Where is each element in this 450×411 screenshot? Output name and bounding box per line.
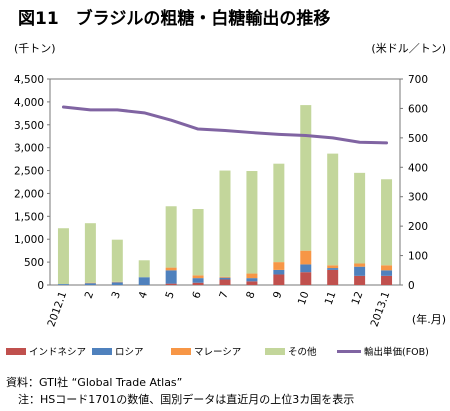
bar-segment [273,262,285,270]
left-axis-tick-label: 0 [37,280,44,292]
bar-segment [354,263,366,267]
bar-segment [354,266,366,276]
footnote: 注：HSコード1701の数値、国別データは直近月の上位3カ国を表示 [18,392,354,406]
bar-segment [57,284,69,285]
x-axis-tick-label: 2012.1 [45,290,69,329]
legend-label: インドネシア [29,347,86,358]
legend-swatch [171,348,191,355]
bar-segment [246,278,258,282]
x-axis-tick-label: 2 [83,290,97,300]
x-axis-tick-label: 10 [296,290,312,307]
legend-label: マレーシア [194,347,241,358]
legend-swatch [92,348,112,355]
x-axis-tick-label: 9 [271,290,285,300]
left-axis-tick-label: 3,000 [14,143,44,155]
bar-segment [246,273,258,279]
bar-segment [165,267,177,271]
bar-segment [273,163,285,263]
left-axis-tick-label: 1,000 [14,234,44,246]
left-axis-tick-label: 4,000 [14,97,44,109]
bar-segment [381,265,393,271]
legend-swatch [6,348,26,355]
x-axis-tick-label: 11 [323,290,339,307]
left-axis-unit: (千トン) [14,42,56,55]
source-note: 資料：GTI社 “Global Trade Atlas” [6,375,182,389]
bar-segment [354,275,366,285]
legend-label: その他 [288,346,317,358]
bar-segment [138,277,150,285]
legend-swatch [265,348,285,355]
bar-segment [219,170,231,277]
right-axis-tick-label: 500 [408,133,428,145]
bar-segment [327,269,339,285]
legend: インドネシア ロシア マレーシア その他 輸出単価(FOB) [6,346,429,358]
right-axis-tick-label: 100 [408,251,428,263]
bar-segment [111,282,123,285]
bar-segment [246,281,258,285]
line-series-export-unit-price [61,105,389,145]
right-axis-tick-label: 300 [408,192,428,204]
right-axis-tick-label: 400 [408,162,428,174]
right-axis-tick-label: 0 [408,280,415,292]
bar-segment [138,260,150,278]
left-axis-tick-label: 2,000 [14,188,44,200]
bar-segment [165,270,177,284]
left-axis-tick-label: 3,500 [14,120,44,132]
bar-segment [165,283,177,285]
bar-segment [192,209,204,276]
bar-segment [300,250,312,265]
bar-segment [84,223,96,283]
x-axis-tick-label: 3 [110,290,124,300]
bar-segment [219,276,231,278]
bar-segment [246,171,258,274]
bar-segment [327,153,339,266]
bar-segment [354,172,366,264]
bar-segment [381,275,393,285]
bar-segment [111,239,123,282]
bar-segment [327,268,339,270]
x-axis-tick-label: 5 [163,290,177,300]
bar-segment [192,282,204,285]
bar-segment [57,228,69,285]
bar-segment [300,264,312,273]
bar-segment [192,275,204,279]
bar-segment [219,277,231,280]
x-axis-label: (年.月) [412,312,446,326]
left-axis-tick-label: 500 [24,257,44,269]
legend-label: ロシア [115,347,144,358]
bar-segment [300,272,312,285]
x-axis-tick-label: 6 [190,290,204,301]
x-axis-tick-label: 2013.1 [369,290,393,329]
bar-segment [381,179,393,266]
bar-segment [381,270,393,276]
bar-segment [165,206,177,268]
legend-label: 輸出単価(FOB) [364,346,429,358]
bar-segment [273,274,285,285]
bar-segment [273,269,285,275]
left-axis-tick-label: 1,500 [14,211,44,223]
bar-segment [327,265,339,269]
right-axis-tick-label: 200 [408,221,428,233]
bar-segment [192,278,204,283]
x-axis-tick-label: 8 [244,290,258,300]
bar-segment [84,283,96,285]
chart-title: 図11 ブラジルの粗糖・白糖輸出の推移 [18,8,330,29]
x-axis-tick-label: 12 [350,290,366,307]
right-axis-unit: (米ドル／トン) [371,42,446,55]
x-axis-tick-label: 4 [136,290,150,301]
bar-segment [300,105,312,251]
left-axis-tick-label: 2,500 [14,166,44,178]
bar-segment [219,279,231,285]
plot-area: 0 500 1,000 1,500 2,000 2,500 3,000 3,500 4,000 4… [14,74,428,329]
left-axis-tick-label: 4,500 [14,74,44,86]
right-axis-tick-label: 700 [408,74,428,86]
right-axis-tick-label: 600 [408,103,428,115]
x-axis-tick-label: 7 [217,290,231,300]
